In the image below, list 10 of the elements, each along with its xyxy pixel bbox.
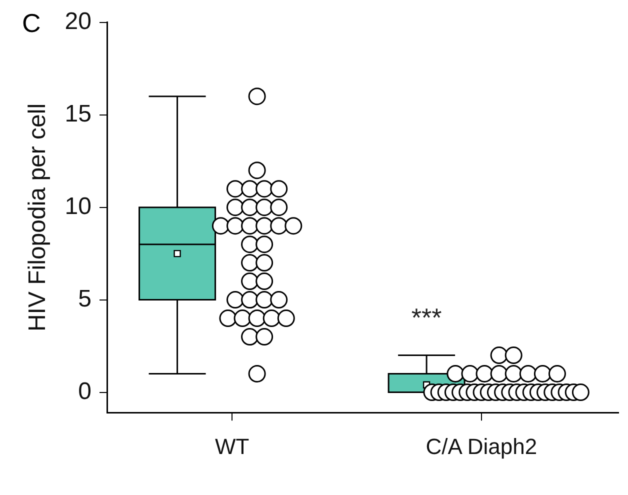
y-tick-label: 0 [78, 378, 92, 405]
x-tick-label: WT [215, 434, 250, 459]
chart-title: C [22, 8, 41, 39]
x-tick-label: C/A Diaph2 [426, 434, 538, 459]
annotation: *** [411, 302, 442, 332]
y-tick-label: 15 [64, 100, 92, 128]
y-axis-title: HIV Filopodia per cell [24, 103, 52, 332]
y-tick-label: 10 [64, 192, 92, 220]
y-tick-label: 20 [64, 8, 92, 36]
y-tick-label: 5 [78, 285, 92, 312]
